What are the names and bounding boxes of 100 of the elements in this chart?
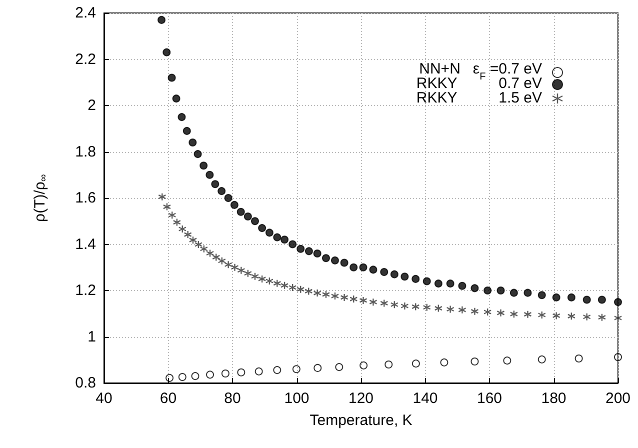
point	[412, 302, 420, 311]
point	[218, 187, 226, 196]
point	[524, 310, 532, 318]
point	[224, 194, 232, 202]
point	[458, 306, 466, 314]
point	[280, 236, 289, 244]
point	[552, 293, 560, 302]
point	[237, 368, 246, 376]
point	[390, 270, 398, 278]
point	[496, 286, 505, 294]
point	[162, 202, 172, 211]
x-tick-label: 40	[96, 390, 112, 407]
point	[350, 263, 358, 272]
point	[244, 212, 252, 220]
point	[567, 293, 576, 302]
x-tick-label: 60	[160, 390, 177, 407]
x-tick-label: 120	[348, 390, 374, 407]
point	[582, 312, 591, 321]
x-tick-label: 100	[284, 390, 310, 407]
y-tick-label: 1	[88, 328, 96, 346]
point	[273, 366, 282, 374]
point	[538, 291, 546, 300]
point	[390, 300, 399, 309]
point	[614, 314, 622, 322]
point	[178, 113, 186, 122]
point	[503, 356, 512, 365]
point	[440, 358, 448, 366]
point	[524, 288, 532, 297]
point	[322, 254, 330, 262]
x-axis-title: Temperature, K	[310, 412, 412, 429]
point	[614, 353, 622, 362]
point	[470, 284, 479, 292]
point	[236, 208, 245, 216]
point	[359, 263, 368, 272]
legend-label: RKKY 1.5 eV	[416, 90, 542, 106]
point	[598, 296, 606, 304]
point	[172, 94, 180, 103]
point	[194, 150, 202, 158]
y-tick-label: 1.2	[75, 282, 96, 299]
point	[168, 74, 176, 82]
point	[552, 312, 560, 320]
point	[296, 244, 305, 253]
point	[258, 274, 266, 284]
y-tick-label: 1.4	[75, 236, 96, 253]
point	[211, 180, 220, 188]
point	[313, 288, 322, 298]
point	[340, 293, 348, 302]
point	[206, 370, 214, 379]
point	[574, 354, 583, 362]
y-tick-label: 2	[88, 97, 96, 114]
point	[304, 287, 313, 296]
point	[188, 138, 197, 146]
point	[496, 308, 505, 318]
point	[369, 298, 378, 306]
point	[221, 370, 230, 378]
point	[250, 272, 260, 280]
point	[510, 310, 518, 318]
point	[206, 170, 214, 179]
point	[350, 294, 358, 304]
x-tick-label: 160	[476, 390, 502, 407]
point	[335, 363, 344, 372]
point	[182, 126, 191, 135]
point	[380, 299, 388, 308]
x-tick-label: 80	[224, 390, 241, 407]
point	[172, 218, 182, 226]
point	[265, 228, 274, 237]
point	[400, 272, 409, 281]
point	[340, 258, 348, 267]
point	[178, 372, 186, 381]
point	[288, 283, 297, 292]
point	[567, 312, 576, 320]
y-tick-label: 0.8	[75, 374, 96, 392]
point	[422, 303, 431, 312]
point	[178, 224, 186, 234]
point	[434, 304, 443, 312]
point	[188, 236, 198, 244]
point	[273, 233, 282, 242]
point	[360, 361, 368, 370]
point	[400, 302, 409, 310]
point	[470, 307, 479, 316]
point	[191, 372, 200, 380]
point	[250, 217, 259, 226]
point	[200, 162, 208, 170]
point	[614, 298, 622, 306]
point	[322, 290, 330, 299]
point	[412, 360, 420, 368]
point	[288, 240, 297, 248]
point	[158, 16, 166, 24]
point	[314, 364, 322, 372]
point	[369, 266, 378, 274]
point	[330, 256, 339, 264]
point	[158, 192, 166, 201]
point	[538, 310, 546, 320]
point	[470, 357, 479, 366]
point	[380, 268, 388, 276]
point	[265, 276, 274, 286]
x-tick-label: 140	[412, 390, 438, 407]
point	[484, 286, 492, 294]
x-tick-label: 180	[541, 390, 566, 407]
point	[359, 296, 368, 305]
